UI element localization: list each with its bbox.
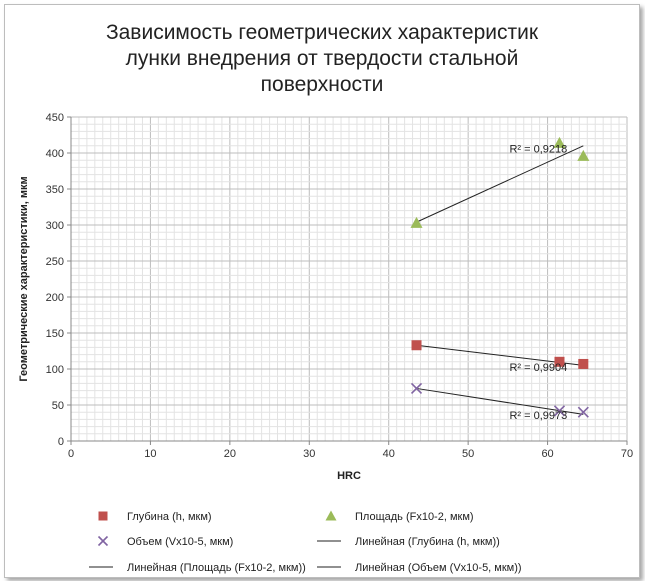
legend-entry-label: Глубина (h, мкм) [127, 511, 212, 523]
grid [70, 116, 628, 442]
y-tick-label: 50 [52, 400, 64, 412]
data-point-series-3 [410, 382, 423, 395]
x-tick-labels: 0 10 20 30 40 50 60 70 [68, 441, 633, 460]
data-point-series-3 [553, 405, 566, 417]
legend-entry-label: Линейная (Объем (Vx10-5, мкм)) [355, 562, 522, 574]
title-line-3: поверхности [261, 73, 384, 96]
x-tick-label: 30 [303, 448, 315, 460]
y-tick-label: 0 [58, 436, 64, 448]
x-tick-label: 0 [68, 448, 74, 460]
x-tick-label: 50 [462, 448, 474, 460]
trendline-2 [416, 145, 584, 223]
y-axis-title: Геометрические характеристики, мкм [18, 176, 30, 381]
y-tick-label: 200 [46, 292, 64, 304]
data-point-series-2 [553, 136, 566, 148]
y-tick-label: 150 [46, 328, 64, 340]
y-tick-label: 250 [46, 256, 64, 268]
r2-label-2: R² = 0,9218 [509, 144, 567, 156]
legend-marker-swatch [325, 510, 337, 521]
r2-label-1: R² = 0,9904 [509, 362, 567, 374]
legend: Глубина (h, мкм) Площадь (Fx10-2, мкм) Объ… [89, 510, 522, 574]
legend-entry-label: Объем (Vx10-5, мкм) [127, 536, 233, 548]
data-point-series-2 [410, 216, 423, 228]
y-tick-label: 400 [46, 148, 64, 160]
y-tick-label: 300 [46, 220, 64, 232]
legend-marker-swatch [98, 511, 108, 521]
legend-entry-label: Линейная (Площадь (Fx10-2, мкм)) [127, 562, 306, 574]
data-point-series-3 [577, 406, 589, 418]
legend-marker-swatch [97, 535, 109, 547]
data-points [410, 136, 590, 418]
legend-entry-label: Линейная (Глубина (h, мкм)) [355, 536, 500, 548]
chart: Зависимость геометрических характеристик… [18, 21, 633, 574]
r2-label-3: R² = 0,9973 [509, 410, 567, 422]
r2-labels: R² = 0,9904 R² = 0,9218 R² = 0,9973 [509, 144, 567, 422]
y-tick-labels: 0 50 100 150 200 250 300 350 400 450 [46, 112, 71, 448]
data-point-series-1 [578, 358, 589, 369]
y-tick-label: 450 [46, 112, 64, 124]
y-tick-label: 100 [46, 364, 64, 376]
x-tick-label: 60 [541, 448, 553, 460]
axes [70, 117, 627, 442]
title-line-1: Зависимость геометрических характеристик [106, 21, 539, 44]
chart-title: Зависимость геометрических характеристик… [106, 21, 539, 96]
data-point-series-1 [411, 340, 422, 351]
data-point-series-1 [554, 356, 565, 367]
legend-entry-label: Площадь (Fx10-2, мкм) [355, 511, 474, 523]
y-tick-label: 350 [46, 184, 64, 196]
x-tick-label: 20 [224, 448, 236, 460]
x-tick-label: 40 [383, 448, 395, 460]
x-tick-label: 70 [621, 448, 633, 460]
title-line-2: лунки внедрения от твердости стальной [126, 47, 519, 70]
chart-frame: Зависимость геометрических характеристик… [4, 4, 640, 578]
data-point-series-2 [577, 149, 590, 161]
x-tick-label: 10 [144, 448, 156, 460]
x-axis-title: HRC [337, 470, 361, 482]
trendline-3 [416, 387, 584, 415]
